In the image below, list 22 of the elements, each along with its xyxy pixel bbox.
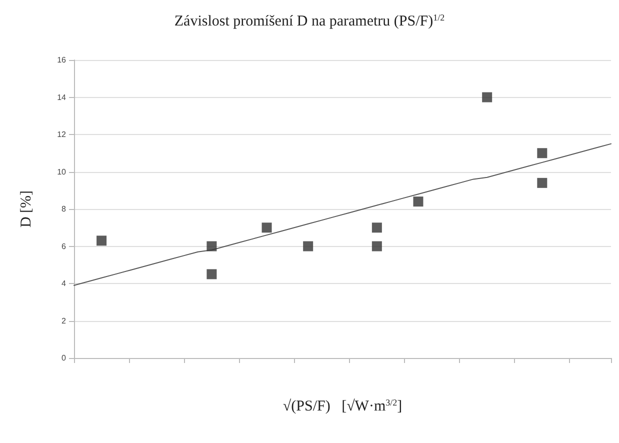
point bbox=[372, 222, 382, 233]
y-tick-label: 0 bbox=[62, 354, 67, 362]
y-tick-label: 16 bbox=[57, 56, 67, 64]
y-tick-label: 6 bbox=[62, 242, 67, 251]
point bbox=[303, 241, 314, 252]
line-series bbox=[74, 143, 612, 286]
y-tick-label: 8 bbox=[62, 204, 67, 214]
point bbox=[482, 92, 492, 102]
point bbox=[262, 222, 272, 233]
point bbox=[372, 241, 382, 252]
y-axis-title: D [%] bbox=[18, 190, 34, 228]
point bbox=[413, 196, 424, 207]
point bbox=[206, 241, 217, 252]
y-tick-label: 4 bbox=[62, 279, 67, 288]
point bbox=[537, 148, 548, 158]
y-tick-label: 12 bbox=[57, 130, 67, 139]
point bbox=[206, 269, 217, 280]
y-tick-label: 10 bbox=[57, 167, 67, 176]
point bbox=[96, 236, 107, 246]
point bbox=[537, 178, 548, 188]
y-tick-label: 14 bbox=[57, 92, 67, 102]
y-tick-label: 2 bbox=[62, 316, 67, 326]
